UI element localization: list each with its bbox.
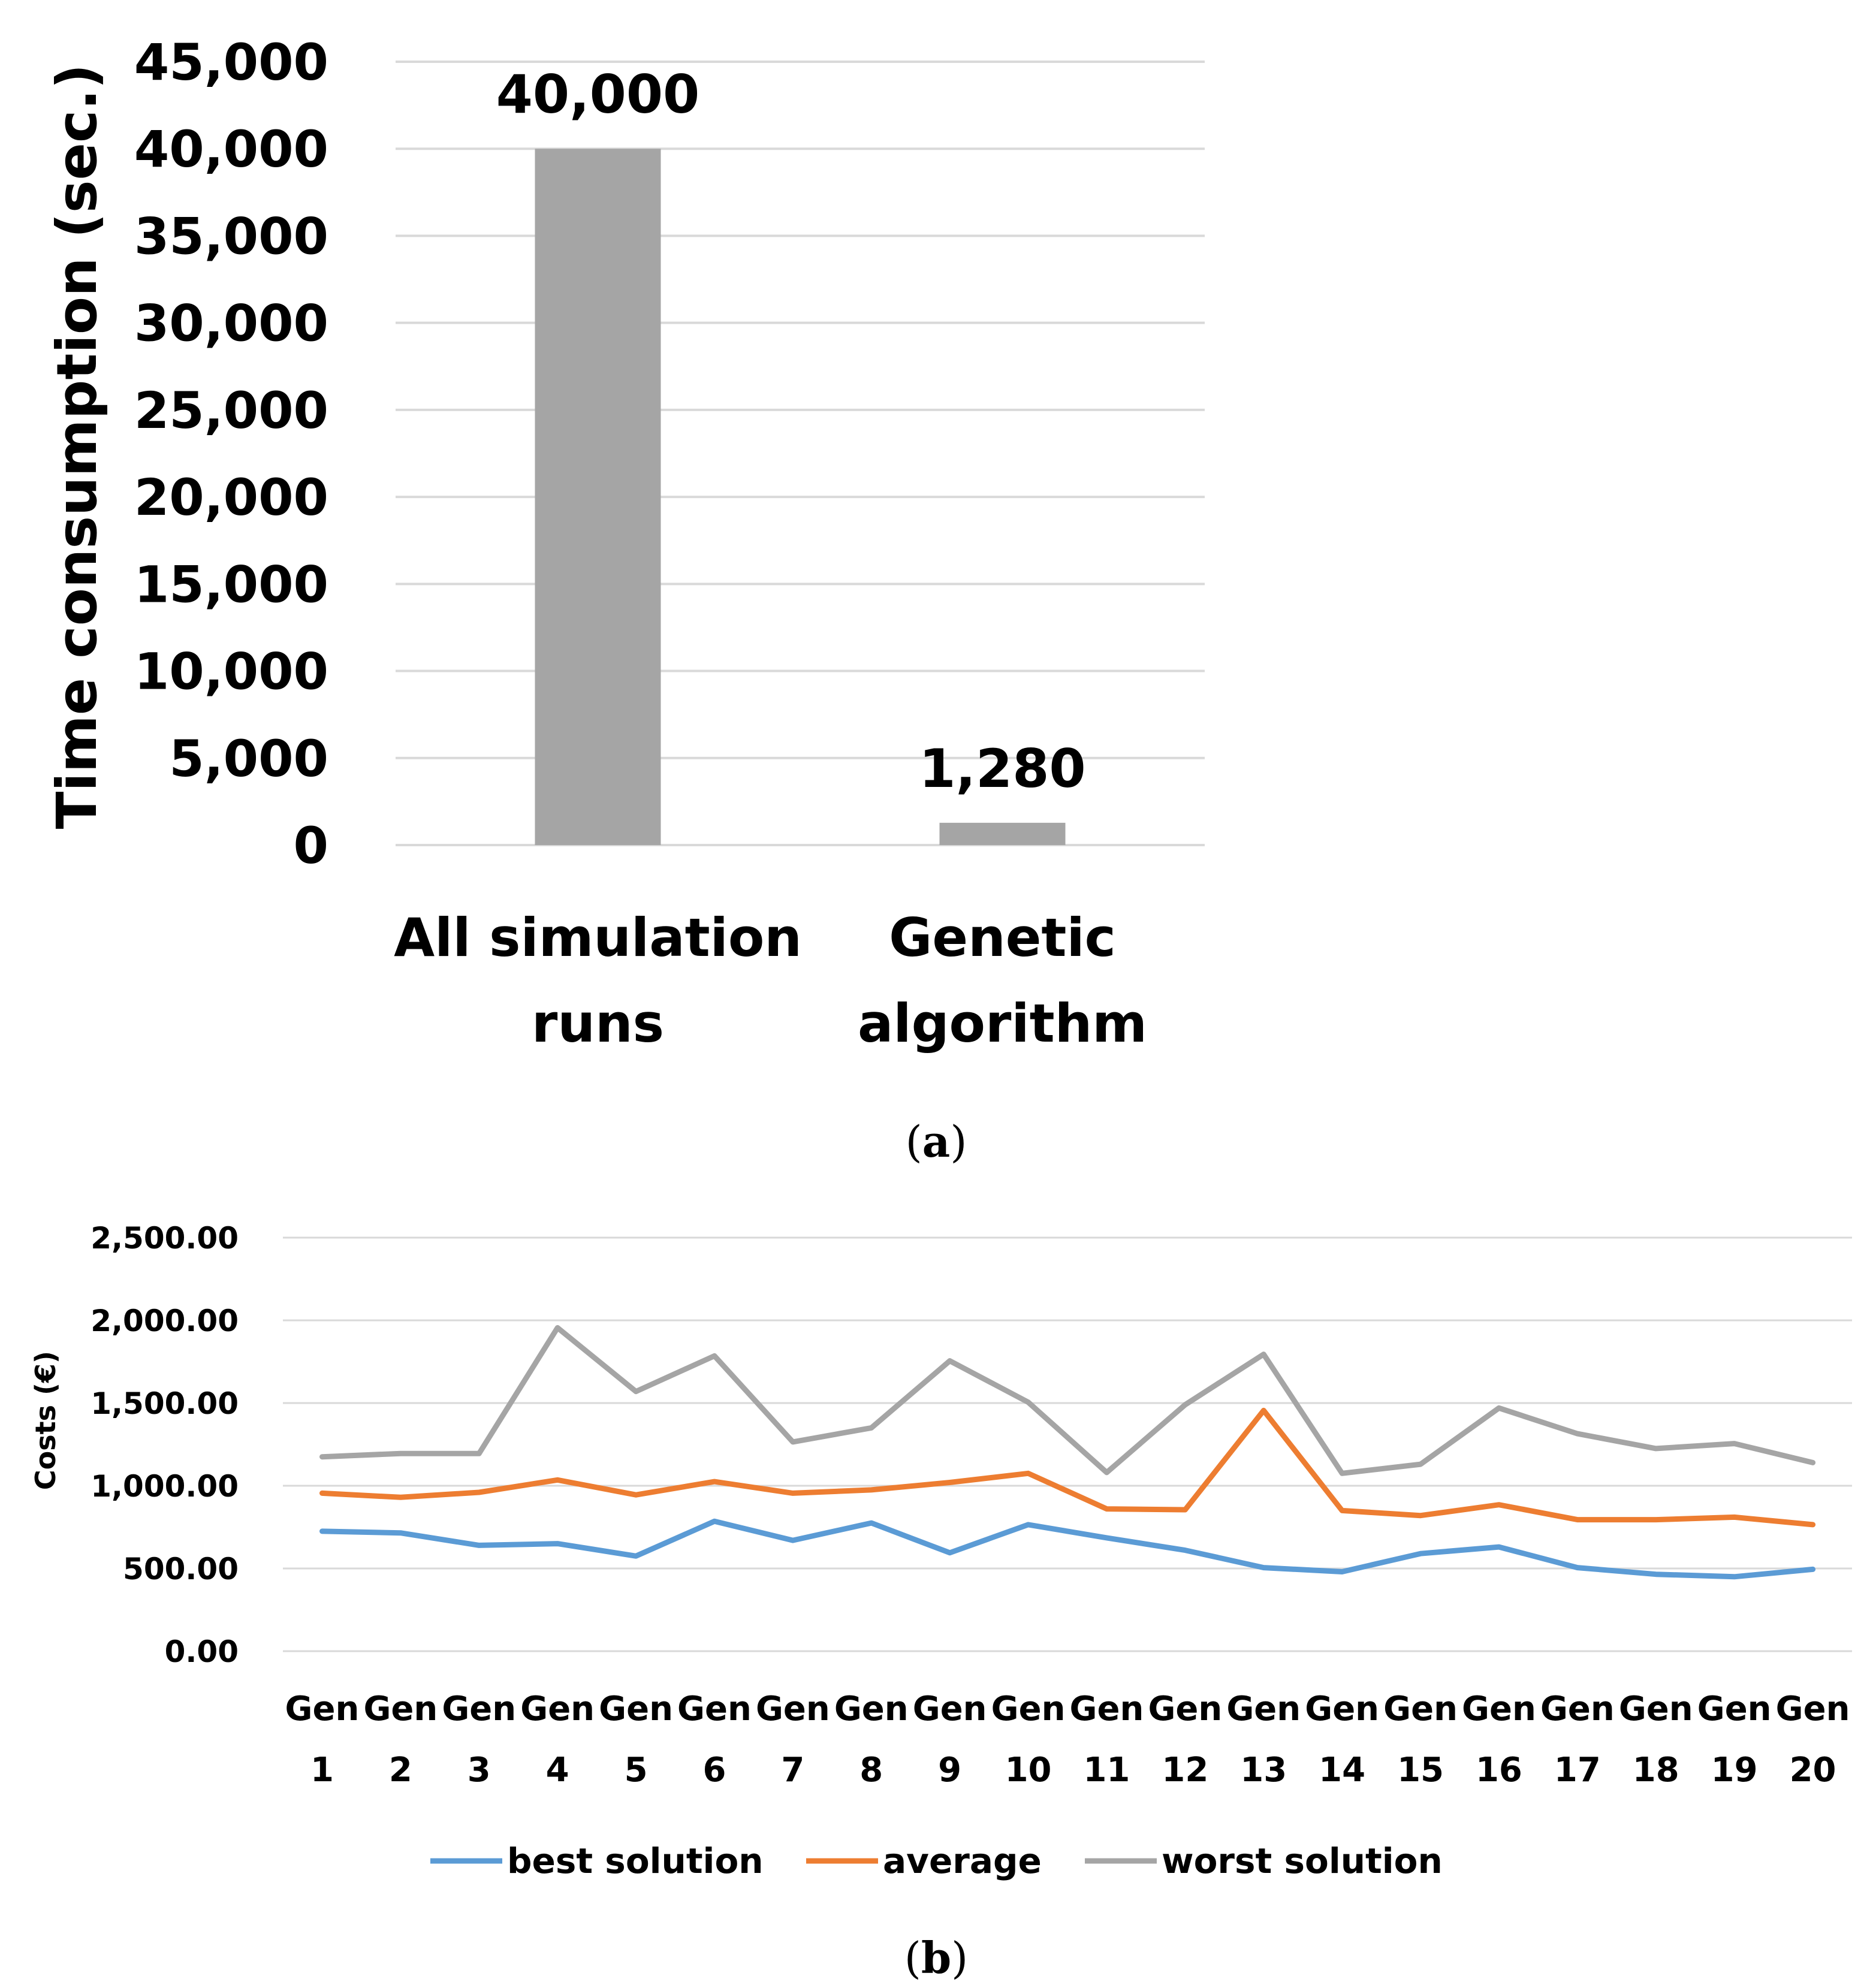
chart-b-category-label: Gen <box>1226 1690 1301 1728</box>
chart-b-category-label: Gen <box>1305 1690 1379 1728</box>
chart-a-time-consumption: 0 5,000 10,000 15,000 20,000 25,000 30,000 35,0… <box>45 33 1205 1167</box>
chart-b-category-label: 15 <box>1397 1751 1444 1790</box>
chart-b-category-label: Gen <box>834 1690 909 1728</box>
chart-b-legend-label: worst solution <box>1162 1841 1443 1881</box>
chart-a-y-tick-label: 25,000 <box>134 381 328 440</box>
chart-b-y-ticks: 0.00 500.00 1,000.00 1,500.00 2,000.00 2,500.… <box>91 1221 239 1669</box>
chart-b-legend: best solution average worst solution <box>430 1841 1443 1881</box>
chart-b-costs: 0.00 500.00 1,000.00 1,500.00 2,000.00 2,500.… <box>29 1221 1852 1983</box>
chart-a-y-tick-label: 20,000 <box>134 468 328 527</box>
chart-b-category-label: 9 <box>938 1751 961 1790</box>
chart-b-category-label: 11 <box>1083 1751 1130 1790</box>
chart-b-category-label: Gen <box>1070 1690 1144 1728</box>
chart-a-data-label: 1,280 <box>919 738 1085 800</box>
chart-a-data-label: 40,000 <box>496 64 700 125</box>
chart-b-legend-label: best solution <box>507 1841 764 1881</box>
chart-a-category-label: Genetic <box>889 907 1116 969</box>
chart-a-bars <box>535 149 1066 846</box>
chart-a-category-labels: All simulation runs Genetic algorithm <box>394 907 1147 1054</box>
caption-a: (a) <box>906 1116 967 1167</box>
chart-b-y-tick-label: 500.00 <box>123 1552 239 1586</box>
chart-b-gridlines <box>283 1236 1852 1652</box>
chart-b-series-line <box>319 1325 1816 1476</box>
chart-b-category-label: 10 <box>1005 1751 1052 1790</box>
chart-b-category-label: 17 <box>1554 1751 1601 1790</box>
chart-b-category-labels: Gen 1 Gen 2 Gen 3 Gen 4 Gen 5 Gen 6 Gen 7 Gen 8 Gen 9 Gen 1… <box>285 1690 1850 1790</box>
chart-a-y-tick-label: 5,000 <box>169 729 328 788</box>
chart-b-category-label: 8 <box>859 1751 883 1790</box>
chart-b-category-label: Gen <box>1540 1690 1615 1728</box>
chart-b-y-tick-label: 1,500.00 <box>91 1386 239 1421</box>
chart-a-y-tick-label: 35,000 <box>134 207 328 266</box>
chart-b-category-label: 20 <box>1790 1751 1836 1790</box>
chart-a-y-tick-label: 30,000 <box>134 294 328 353</box>
chart-b-category-label: 6 <box>702 1751 726 1790</box>
chart-b-category-label: 13 <box>1240 1751 1287 1790</box>
chart-b-category-label: Gen <box>677 1690 752 1728</box>
chart-b-category-label: Gen <box>363 1690 438 1728</box>
chart-b-series-lines <box>319 1325 1816 1580</box>
chart-b-category-label: 1 <box>310 1751 334 1790</box>
chart-b-y-axis-label: Costs (€) <box>29 1351 62 1490</box>
chart-b-y-tick-label: 0.00 <box>165 1634 239 1669</box>
chart-b-category-label: Gen <box>1619 1690 1693 1728</box>
chart-b-category-label: 4 <box>546 1751 569 1790</box>
chart-b-category-label: 16 <box>1476 1751 1522 1790</box>
chart-b-series-line <box>319 1407 1816 1528</box>
chart-b-category-label: Gen <box>1776 1690 1850 1728</box>
chart-b-category-label: Gen <box>442 1690 516 1728</box>
chart-b-legend-label: average <box>883 1841 1042 1881</box>
chart-b-y-tick-label: 1,000.00 <box>91 1469 239 1504</box>
chart-b-category-label: 18 <box>1633 1751 1679 1790</box>
chart-b-category-label: Gen <box>1462 1690 1536 1728</box>
chart-a-y-axis-label: Time consumption (sec.) <box>45 64 109 829</box>
chart-a-y-tick-label: 40,000 <box>134 120 328 179</box>
chart-b-category-label: 14 <box>1319 1751 1365 1790</box>
chart-b-category-label: Gen <box>991 1690 1066 1728</box>
chart-b-category-label: Gen <box>1148 1690 1222 1728</box>
chart-a-y-ticks: 0 5,000 10,000 15,000 20,000 25,000 30,000 35,0… <box>134 33 328 875</box>
chart-b-category-label: Gen <box>599 1690 673 1728</box>
chart-b-y-tick-label: 2,500.00 <box>91 1221 239 1256</box>
chart-a-category-label: runs <box>532 993 664 1054</box>
chart-b-y-tick-label: 2,000.00 <box>91 1304 239 1338</box>
chart-b-category-label: Gen <box>520 1690 595 1728</box>
chart-b-category-label: Gen <box>1383 1690 1458 1728</box>
chart-a-category-label: All simulation <box>394 907 802 969</box>
chart-a-data-labels: 40,000 1,280 <box>496 64 1086 800</box>
chart-a-y-tick-label: 10,000 <box>134 642 328 701</box>
chart-a-gridlines <box>396 61 1205 846</box>
chart-b-category-label: 19 <box>1711 1751 1758 1790</box>
chart-a-y-tick-label: 45,000 <box>134 33 328 92</box>
chart-b-category-label: 2 <box>389 1751 412 1790</box>
chart-a-category-label: algorithm <box>858 993 1147 1054</box>
chart-b-series-line <box>319 1518 1816 1580</box>
chart-b-category-label: 7 <box>781 1751 804 1790</box>
chart-b-category-label: 3 <box>468 1751 491 1790</box>
caption-b: (b) <box>904 1932 969 1983</box>
chart-b-category-label: Gen <box>1697 1690 1772 1728</box>
chart-b-category-label: 5 <box>625 1751 648 1790</box>
chart-a-bar <box>939 822 1066 845</box>
chart-b-category-label: 12 <box>1162 1751 1208 1790</box>
chart-b-category-label: Gen <box>285 1690 360 1728</box>
chart-b-category-label: Gen <box>913 1690 987 1728</box>
chart-b-category-label: Gen <box>756 1690 830 1728</box>
chart-a-bar <box>535 149 661 846</box>
chart-a-y-tick-label: 0 <box>294 816 328 875</box>
chart-a-y-tick-label: 15,000 <box>134 555 328 614</box>
